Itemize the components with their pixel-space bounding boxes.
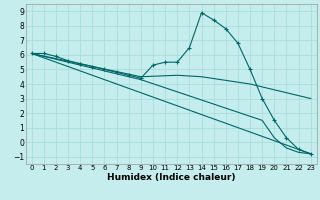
X-axis label: Humidex (Indice chaleur): Humidex (Indice chaleur) [107, 173, 236, 182]
